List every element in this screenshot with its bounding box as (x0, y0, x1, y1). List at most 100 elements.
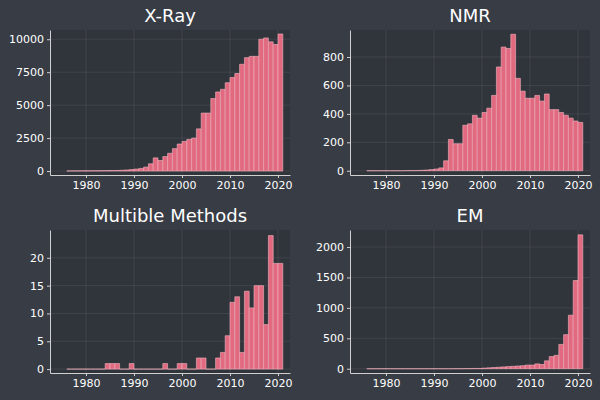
bar (372, 368, 377, 369)
panel: 19801990200020102020025005000750010000X-… (9, 5, 293, 192)
tick: 1980 (73, 373, 101, 390)
bar (72, 369, 77, 370)
bar (386, 170, 391, 171)
bar (268, 236, 273, 370)
tick-mark (530, 175, 531, 178)
bar (540, 101, 545, 171)
bar (400, 368, 405, 369)
tick-mark (47, 286, 50, 287)
tick-label: 1980 (73, 179, 101, 192)
tick-label: 1980 (73, 377, 101, 390)
plot-area (50, 230, 290, 373)
bar (439, 368, 444, 369)
bar (144, 167, 149, 171)
tick-label: 2000 (316, 241, 344, 254)
tick-label: 2010 (517, 179, 545, 192)
grid (350, 230, 590, 373)
tick-label: 400 (323, 108, 344, 121)
tick: 10 (30, 307, 50, 320)
bar (381, 368, 386, 369)
bar (254, 286, 259, 369)
bar (86, 369, 91, 370)
bar (564, 335, 569, 369)
bar (429, 368, 434, 369)
grid-line (350, 57, 590, 58)
bar (211, 369, 216, 370)
bar (96, 170, 101, 171)
bar (187, 369, 192, 370)
bar (129, 170, 134, 171)
tick: 2010 (517, 373, 545, 390)
tick-mark (134, 175, 135, 178)
tick: 1980 (373, 373, 401, 390)
bar (158, 369, 163, 370)
tick-mark (347, 85, 350, 86)
bar (182, 364, 187, 370)
tick-mark (230, 175, 231, 178)
grid-line (434, 30, 435, 175)
bar (568, 118, 573, 171)
tick-label: 500 (323, 332, 344, 345)
bar (67, 369, 72, 370)
bar (554, 355, 559, 368)
tick: 2000 (316, 241, 350, 254)
bar (110, 170, 115, 172)
axis-line (50, 31, 51, 176)
tick: 2020 (265, 175, 293, 192)
tick-mark (47, 39, 50, 40)
bar (544, 361, 549, 369)
tick: 2010 (217, 175, 245, 192)
bar (391, 368, 396, 369)
bar (81, 170, 86, 171)
bar (410, 170, 415, 171)
bar (187, 139, 192, 171)
bar (139, 369, 144, 370)
tick: 0 (337, 363, 350, 376)
bar (468, 368, 473, 369)
tick: 500 (323, 332, 350, 345)
bar (458, 144, 463, 171)
tick-label: 1980 (373, 179, 401, 192)
tick-label: 1980 (373, 377, 401, 390)
grid-line (434, 230, 435, 373)
plot-area (50, 30, 290, 175)
bar (396, 170, 401, 171)
tick-mark (434, 175, 435, 178)
background (0, 0, 600, 400)
tick: 5 (37, 335, 50, 348)
tick-mark (347, 142, 350, 143)
bar (76, 170, 81, 171)
bar (482, 112, 487, 170)
bar (367, 368, 372, 369)
tick: 1500 (316, 271, 350, 284)
bar (216, 92, 221, 171)
bar (134, 369, 139, 370)
bar (405, 368, 410, 369)
bar (206, 369, 211, 370)
bars (367, 34, 583, 170)
tick: 2020 (265, 373, 293, 390)
tick-label: 20 (30, 252, 44, 265)
figure: 19801990200020102020025005000750010000X-… (0, 0, 600, 400)
bar (506, 367, 511, 369)
bar (264, 325, 269, 370)
grid (350, 30, 590, 175)
tick-mark (347, 338, 350, 339)
tick-mark (482, 373, 483, 376)
tick: 2010 (217, 373, 245, 390)
bar (492, 95, 497, 170)
grid-line (350, 247, 590, 248)
bar (525, 365, 530, 369)
tick-mark (47, 171, 50, 172)
bar (568, 315, 573, 369)
tick-mark (47, 138, 50, 139)
bar (405, 170, 410, 171)
bar (573, 281, 578, 369)
bar (501, 367, 506, 369)
bar (259, 286, 264, 369)
bar (230, 77, 235, 171)
bar (573, 121, 578, 171)
bar (264, 38, 269, 171)
tick-mark (182, 373, 183, 376)
tick: 800 (323, 51, 350, 64)
